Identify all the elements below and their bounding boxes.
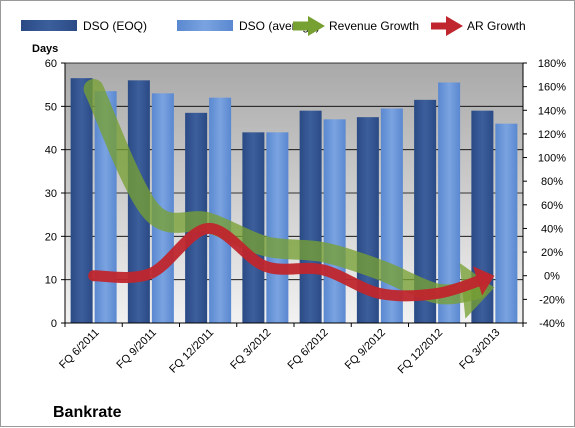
- left-tick-label: 10: [45, 275, 57, 287]
- right-tick-label: 20%: [541, 247, 563, 259]
- bar-dso-eoq-5: [300, 111, 322, 323]
- right-tick-label: 180%: [538, 58, 566, 70]
- left-tick-label: 20: [45, 231, 57, 243]
- legend-swatch-dso-eoq: [21, 20, 77, 31]
- right-tick-label: -40%: [539, 318, 565, 330]
- left-tick-label: 40: [45, 145, 57, 157]
- x-tick-label: FQ 6/2011: [57, 327, 102, 372]
- x-tick-label: FQ 3/2013: [457, 327, 502, 372]
- right-tick-label: 0%: [544, 271, 560, 283]
- right-tick-label: -20%: [539, 294, 565, 306]
- x-tick-label: FQ 12/2012: [396, 327, 446, 377]
- right-tick-label: 160%: [538, 82, 566, 94]
- bar-dso-average-8: [495, 124, 517, 323]
- right-tick-label: 140%: [538, 105, 566, 117]
- legend-arrow-ar-growth: [446, 16, 463, 36]
- left-tick-label: 60: [45, 58, 57, 70]
- legend-label-ar-growth: AR Growth: [467, 19, 526, 33]
- x-tick-label: FQ 3/2012: [228, 327, 273, 372]
- x-tick-label: FQ 9/2011: [114, 327, 159, 372]
- legend-label-dso-eoq: DSO (EOQ): [83, 19, 147, 33]
- right-axis-ticks: -40% -20% 0% 20% 40% 60% 80% 100% 120% 140% 160% 18…: [523, 58, 566, 330]
- left-tick-label: 50: [45, 101, 57, 113]
- bar-dso-average-4: [266, 132, 288, 323]
- bar-dso-average-5: [324, 119, 346, 323]
- bar-dso-average-3: [209, 98, 231, 323]
- legend-label-revenue-growth: Revenue Growth: [329, 19, 419, 33]
- x-tick-label: FQ 12/2011: [167, 327, 216, 376]
- right-tick-label: 100%: [538, 153, 566, 165]
- bar-dso-eoq-4: [242, 132, 264, 323]
- x-tick-label: FQ 9/2012: [343, 327, 388, 372]
- company-name: Bankrate: [53, 404, 122, 421]
- x-tick-label: FQ 6/2012: [286, 327, 331, 372]
- left-tick-label: 30: [45, 188, 57, 200]
- left-axis-ticks: 0 10 20 30 40 50 60: [45, 58, 65, 330]
- right-tick-label: 60%: [541, 200, 563, 212]
- y-axis-title: Days: [32, 43, 58, 55]
- legend-swatch-dso-average: [177, 20, 233, 31]
- bar-dso-eoq-1: [71, 78, 93, 323]
- right-tick-label: 120%: [538, 129, 566, 141]
- right-tick-label: 40%: [541, 223, 563, 235]
- right-tick-label: 80%: [541, 176, 563, 188]
- left-tick-label: 0: [51, 318, 57, 330]
